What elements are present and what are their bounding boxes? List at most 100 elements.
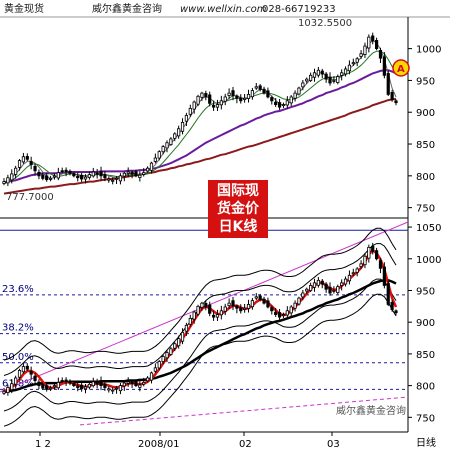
top-candle-body: [165, 142, 169, 149]
top-candles-panel: [2, 32, 398, 195]
top-candle-body: [382, 56, 386, 76]
bottom-candle-body: [80, 384, 84, 390]
bottom-candle-body: [177, 338, 181, 347]
top-candle-body: [6, 177, 10, 184]
top-candle-body: [301, 82, 305, 88]
trend-ma-line: [3, 97, 397, 195]
bottom-candle-body: [215, 314, 220, 318]
outer-upper-band: [3, 227, 397, 361]
bottom-candle-body: [56, 382, 60, 389]
bottom-candle-body: [332, 290, 336, 292]
bottom-candle-body: [37, 381, 41, 387]
bottom-candle-body: [340, 282, 344, 286]
top-candle-body: [153, 157, 157, 162]
bottom-candle-body: [52, 385, 57, 388]
top-ytick-label: 750: [416, 204, 435, 215]
top-candle-body: [196, 95, 200, 105]
top-candle-body: [262, 88, 266, 94]
top-candle-body: [80, 175, 84, 180]
top-candle-body: [122, 172, 126, 177]
top-candle-body: [2, 181, 6, 184]
top-candle-body: [29, 161, 33, 165]
top-candle-body: [351, 62, 355, 65]
top-candle-body: [254, 86, 258, 89]
bottom-candle-body: [382, 266, 386, 286]
top-candle-body: [312, 72, 317, 78]
top-candle-body: [95, 172, 99, 175]
top-candle-body: [138, 174, 142, 178]
top-candle-body: [231, 90, 235, 97]
top-candle-body: [99, 171, 103, 177]
chart-title-badge: 国际现 货金价 日K线: [208, 180, 268, 238]
bottom-candle-body: [239, 307, 243, 312]
marker-a-label: A: [397, 64, 405, 75]
top-candle-body: [142, 172, 146, 175]
bottom-candle-body: [390, 302, 394, 310]
bottom-candle-body: [153, 367, 157, 372]
bottom-candle-body: [111, 389, 115, 392]
top-candle-body: [103, 174, 107, 179]
fib-level-label: 50.0%: [2, 352, 34, 363]
header-phone: 028-66719233: [262, 4, 336, 15]
top-candle-body: [347, 64, 352, 72]
top-candle-body: [114, 177, 119, 180]
top-candle-body: [83, 176, 88, 180]
bottom-candle-body: [48, 387, 53, 390]
top-candle-body: [157, 151, 161, 159]
bottom-candle-body: [347, 274, 352, 282]
top-candle-body: [211, 104, 216, 108]
top-candle-body: [215, 104, 220, 108]
marker-a-icon: [392, 59, 410, 77]
bottom-candle-body: [316, 279, 320, 286]
bottom-candle-body: [219, 310, 223, 316]
bottom-ytick-label: 950: [416, 286, 435, 297]
bottom-candle-body: [165, 352, 169, 359]
top-candle-body: [394, 100, 398, 104]
bottom-candle-body: [41, 384, 45, 389]
top-candle-body: [173, 133, 177, 139]
bottom-candle-body: [118, 385, 123, 392]
top-candle-body: [118, 175, 123, 182]
top-candle-body: [289, 96, 293, 104]
bottom-candle-body: [262, 298, 266, 304]
bottom-ytick-label: 850: [416, 350, 435, 361]
header-website: www.wellxin.com: [180, 4, 267, 15]
bottom-candle-body: [324, 283, 328, 290]
bottom-candle-body: [95, 382, 99, 385]
bottom-candle-body: [130, 381, 134, 385]
top-candle-body: [87, 174, 91, 178]
bottom-candle-body: [293, 302, 297, 309]
top-candle-body: [355, 58, 359, 63]
price-axis: 750 800 850 900 950 1000 750 800 850 900 950 1000 10…: [408, 45, 441, 424]
badge-line-1: 国际现: [217, 183, 259, 199]
top-candle-body: [309, 74, 313, 81]
bottom-candle-body: [29, 371, 33, 375]
bottom-candle-body: [103, 383, 107, 388]
top-candle-body: [332, 80, 336, 82]
bottom-candle-body: [157, 361, 161, 369]
top-candle-body: [324, 73, 328, 80]
bottom-candle-body: [60, 380, 64, 382]
top-candle-body: [107, 178, 111, 181]
xtick-label: 02: [239, 439, 252, 450]
bottom-candle-body: [17, 369, 22, 378]
bottom-candle-body: [87, 383, 91, 388]
bottom-candle-body: [386, 283, 390, 305]
top-candle-body: [266, 90, 270, 98]
bottom-candle-body: [270, 307, 274, 312]
top-ytick-label: 950: [416, 76, 435, 87]
bottom-candle-body: [246, 304, 251, 309]
bottom-candle-body: [204, 303, 208, 308]
top-candle-body: [367, 36, 371, 49]
lower-trend-line: [79, 396, 409, 426]
top-candle-body: [386, 73, 390, 95]
bottom-candle-body: [355, 268, 359, 273]
top-candle-body: [56, 172, 60, 179]
bottom-candle-body: [64, 379, 68, 383]
bottom-candle-body: [2, 390, 6, 394]
header-company: 威尔鑫黄金咨询: [92, 2, 162, 15]
top-candle-body: [239, 97, 243, 102]
bottom-candle-body: [281, 314, 286, 316]
xtick-label: 1 2: [35, 439, 51, 450]
